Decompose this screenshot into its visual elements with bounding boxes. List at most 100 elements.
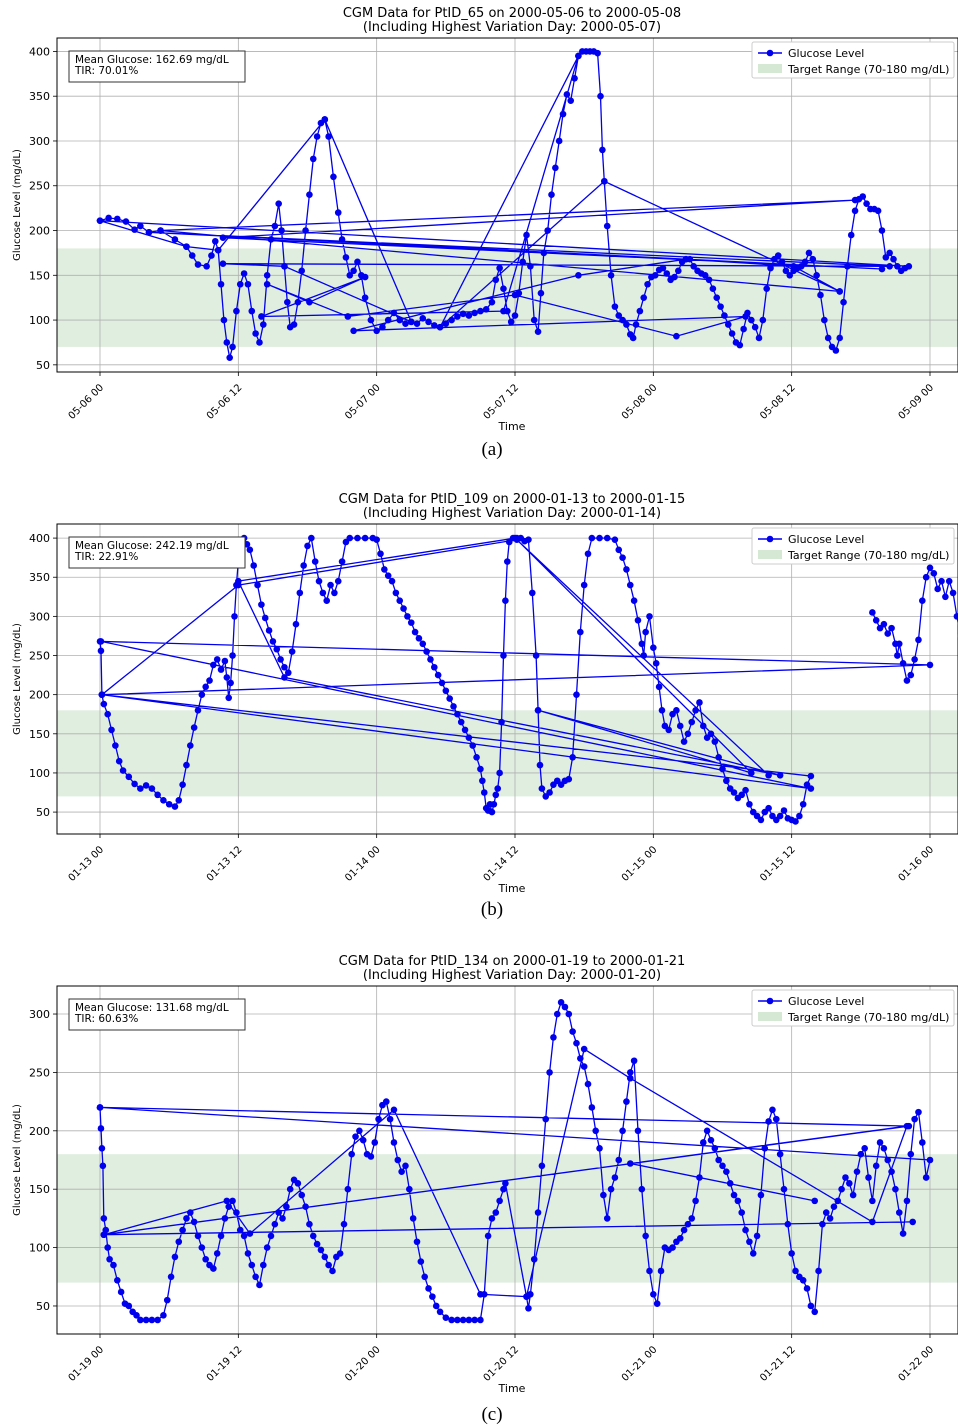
data-point xyxy=(603,1215,611,1222)
data-point xyxy=(248,1261,256,1269)
data-point xyxy=(379,323,386,331)
data-point xyxy=(213,656,221,663)
x-axis-label: Time xyxy=(498,1382,526,1395)
data-point xyxy=(210,1265,217,1272)
data-point xyxy=(258,601,265,608)
data-point xyxy=(394,1156,402,1164)
data-point xyxy=(256,1281,263,1289)
chart-subtitle: (Including Highest Variation Day: 2000-0… xyxy=(363,506,661,521)
data-point xyxy=(753,1232,761,1240)
data-point xyxy=(202,1255,209,1263)
data-point xyxy=(267,1232,275,1240)
data-point xyxy=(736,341,744,349)
data-point xyxy=(373,536,380,543)
legend-marker-swatch xyxy=(766,49,774,57)
data-point xyxy=(492,1209,500,1216)
data-point xyxy=(523,231,530,239)
data-point xyxy=(229,652,236,659)
plot-frame xyxy=(56,523,958,835)
data-point xyxy=(799,800,807,808)
chart-title: CGM Data for PtID_65 on 2000-05-06 to 20… xyxy=(343,6,681,21)
data-point xyxy=(751,323,759,331)
data-point xyxy=(788,1250,795,1257)
x-tick-label: 01-14 00 xyxy=(343,844,383,884)
data-point xyxy=(157,227,164,234)
data-point xyxy=(922,573,930,581)
data-point xyxy=(96,1104,104,1111)
data-point xyxy=(281,263,288,270)
data-point xyxy=(776,812,784,820)
data-point xyxy=(498,718,505,726)
data-point xyxy=(442,687,450,695)
data-point xyxy=(221,657,229,665)
y-tick-label: 300 xyxy=(29,610,50,623)
legend-marker-swatch xyxy=(766,997,774,1005)
data-point xyxy=(313,1240,321,1248)
data-point xyxy=(842,1174,849,1181)
data-point xyxy=(100,1231,108,1239)
data-point xyxy=(782,267,790,275)
data-point xyxy=(125,773,133,781)
data-point xyxy=(377,550,384,558)
chart-subtitle: (Including Highest Variation Day: 2000-0… xyxy=(363,20,661,35)
data-point xyxy=(348,1150,355,1158)
data-point xyxy=(895,1209,903,1216)
data-point xyxy=(821,316,828,324)
data-point xyxy=(225,694,233,702)
data-point xyxy=(824,334,832,342)
data-point xyxy=(894,652,901,659)
data-point xyxy=(607,271,615,279)
data-point xyxy=(886,249,893,257)
data-point xyxy=(592,1127,599,1135)
data-point xyxy=(707,730,715,738)
data-point xyxy=(263,280,271,288)
data-point xyxy=(537,289,545,297)
data-point xyxy=(849,1191,857,1199)
data-point xyxy=(730,1191,738,1199)
data-point xyxy=(438,679,446,687)
data-point xyxy=(171,803,179,810)
data-point xyxy=(323,597,331,605)
data-point xyxy=(179,1226,186,1234)
data-point xyxy=(861,1145,868,1152)
x-tick-label: 01-13 00 xyxy=(67,844,107,884)
data-point xyxy=(354,258,361,266)
data-point xyxy=(807,772,815,780)
data-point xyxy=(227,679,234,687)
data-point xyxy=(273,645,281,653)
data-point xyxy=(122,218,130,225)
data-point xyxy=(713,294,721,301)
x-axis-label: Time xyxy=(498,882,526,895)
data-point xyxy=(488,1215,496,1222)
x-tick-label: 01-22 00 xyxy=(897,1344,937,1384)
data-point xyxy=(619,554,626,561)
data-point xyxy=(696,699,703,706)
data-point xyxy=(880,620,888,628)
y-axis-label: Glucose Level (mg/dL) xyxy=(12,1104,23,1216)
data-point xyxy=(832,347,840,354)
data-point xyxy=(942,593,949,601)
data-point xyxy=(194,707,202,714)
x-tick-label: 05-06 00 xyxy=(67,382,107,422)
data-point xyxy=(361,273,369,281)
data-point xyxy=(611,303,619,310)
mean-glucose-text: Mean Glucose: 242.19 mg/dL xyxy=(75,540,229,552)
data-point xyxy=(188,252,196,259)
data-point xyxy=(784,1220,792,1228)
data-point xyxy=(354,534,361,542)
data-point xyxy=(838,1185,845,1193)
data-point xyxy=(165,800,173,808)
data-point xyxy=(494,785,502,792)
data-point xyxy=(575,271,582,279)
data-point xyxy=(236,1226,244,1234)
y-tick-label: 250 xyxy=(29,650,50,663)
data-point xyxy=(261,614,269,622)
data-point xyxy=(696,1174,703,1181)
data-point xyxy=(226,354,233,361)
y-axis-label: Glucose Level (mg/dL) xyxy=(12,149,23,261)
legend-band-swatch xyxy=(758,1012,782,1021)
data-point xyxy=(119,767,127,774)
data-point xyxy=(550,1034,557,1041)
data-point xyxy=(112,742,119,749)
